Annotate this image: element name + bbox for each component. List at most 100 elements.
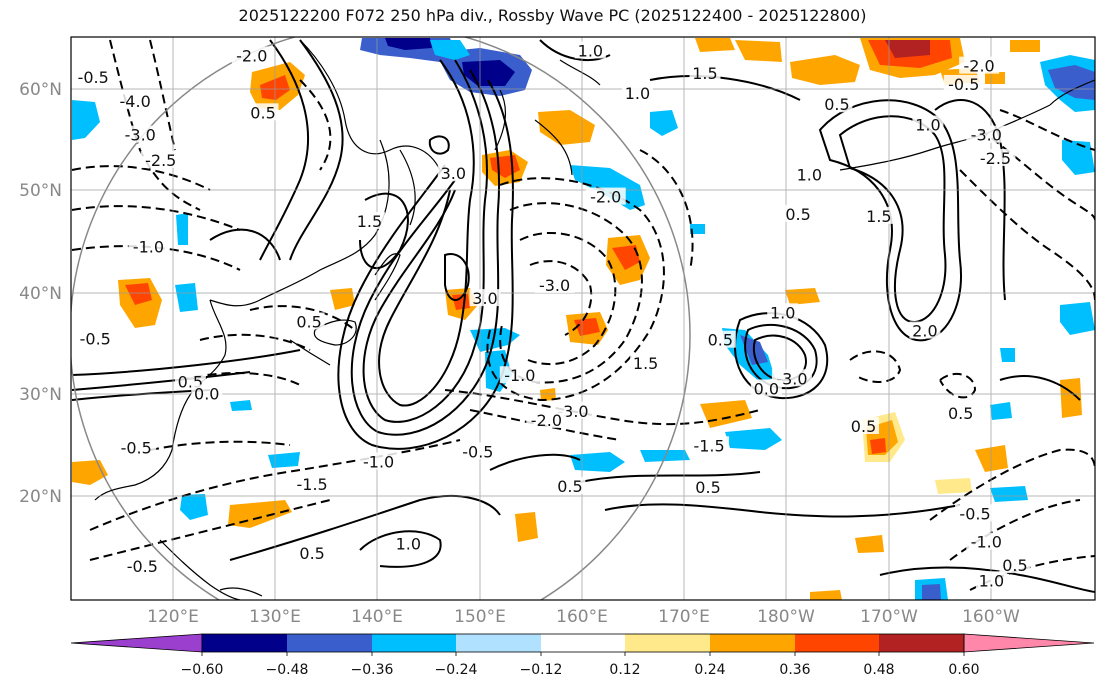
contour-label-bg (554, 476, 586, 494)
contour-label: -2.5 (980, 149, 1011, 168)
contour-label-bg (469, 289, 501, 307)
contour-label: 1.5 (633, 354, 658, 373)
colorbar-tick-label: 0.48 (863, 662, 894, 678)
lat-label: 60°N (19, 80, 62, 100)
contour-label: 1.5 (866, 207, 891, 226)
lon-label: 160°E (556, 607, 608, 627)
contour-label: -2.0 (236, 47, 267, 66)
contour-label: 3.0 (441, 164, 466, 183)
contour-label: 0.5 (296, 312, 321, 331)
contour-label-bg (621, 84, 653, 102)
contour-label-bg (945, 403, 977, 421)
contour-label: 1.0 (396, 535, 421, 554)
contour-label-bg (689, 436, 730, 454)
lon-label: 170°E (658, 607, 710, 627)
contour-label-bg (116, 438, 157, 456)
contour-label: 1.0 (979, 571, 1004, 590)
contour-label: 0.5 (708, 331, 733, 350)
contour-label-bg (499, 366, 540, 384)
contour-label: -1.5 (693, 436, 724, 455)
contour-label: -0.5 (948, 75, 979, 94)
contour-label-bg (191, 384, 223, 402)
contour-label-bg (782, 204, 814, 222)
colorbar-tick-label: −0.36 (351, 662, 394, 678)
colorbar-segment (456, 634, 541, 652)
contour-label: 0.5 (299, 544, 324, 563)
colorbar-frame (201, 633, 965, 653)
lon-label: 140°E (351, 607, 403, 627)
contour-label: 0.5 (948, 404, 973, 423)
contour-label-bg (863, 206, 895, 224)
contour-label-bg (75, 329, 116, 347)
contour-label: 0.5 (824, 95, 849, 114)
contour-label: -3.0 (776, 369, 807, 388)
colorbar-tick-label: −0.48 (266, 662, 309, 678)
colorbar-segment (372, 634, 456, 652)
contour-label-bg (630, 354, 662, 372)
colorbar-segment (541, 634, 625, 652)
lat-label: 40°N (19, 284, 62, 304)
contour-label: 1.0 (578, 41, 603, 60)
colorbar-tick-label: −0.24 (435, 662, 478, 678)
contour-label: -2.0 (964, 57, 995, 76)
contour-label: -0.5 (80, 330, 111, 349)
contour-labels: -2.0 1.01.5-0.5-4.0-3.0-2.50.51.00.51.0-0… (73, 41, 1031, 590)
contour-label-bg (120, 125, 161, 143)
colorbar-segment (795, 634, 879, 652)
contour-label-bg (943, 74, 984, 92)
map-title: 2025122200 F072 250 hPa div., Rossby Wav… (238, 6, 867, 25)
contour-label: -3.0 (125, 126, 156, 145)
lon-labels: 120°E 130°E 140°E 150°E 160°E 170°E 180°… (147, 607, 1020, 627)
lon-label: 150°E (454, 607, 506, 627)
colorbar: −0.60 −0.48 −0.36 −0.24 −0.12 0.12 0.24 … (70, 633, 1095, 678)
lon-label: 170°W (860, 607, 918, 627)
contour-label: -4.0 (120, 92, 151, 111)
contour-label-bg (975, 149, 1016, 167)
contour-label: 0.5 (1002, 556, 1027, 575)
contour-label-bg (975, 571, 1007, 589)
contour-label-bg (353, 211, 385, 229)
lat-labels: 60°N 50°N 40°N 30°N 20°N (19, 80, 62, 507)
contour-label-bg (955, 504, 996, 522)
contour-label: -1.0 (504, 366, 535, 385)
colorbar-tick-label: 0.12 (609, 662, 640, 678)
contour-label: -2.5 (145, 151, 176, 170)
colorbar-segment (625, 634, 710, 652)
contour-label: 2.0 (912, 322, 937, 341)
contour-label-bg (115, 92, 156, 110)
colorbar-segment (202, 634, 287, 652)
contour-label: 0.5 (250, 103, 275, 122)
colorbar-segment (879, 634, 964, 652)
contour-label: 1.5 (692, 64, 717, 83)
contour-label-bg (848, 416, 880, 434)
contour-label: -0.5 (959, 504, 990, 523)
contour-label-bg (750, 379, 782, 397)
contour-label-bg (140, 151, 181, 169)
reference-circle (71, 37, 691, 600)
contour-label: 0.5 (851, 417, 876, 436)
contour-label-bg (392, 534, 424, 552)
lon-label: 120°E (147, 607, 199, 627)
contour-label-bg (689, 63, 721, 81)
contour-label: -0.5 (462, 442, 493, 461)
contour-label: 1.5 (357, 212, 382, 231)
contour-label: -0.5 (121, 438, 152, 457)
contour-label-bg (296, 543, 328, 561)
contour-label-bg (73, 67, 114, 85)
contour-label: 3.0 (472, 289, 497, 308)
contour-label: -3.0 (539, 276, 570, 295)
contour-label-bg (966, 125, 1007, 143)
lon-label: 160°W (962, 607, 1020, 627)
lon-label: 180°W (757, 607, 815, 627)
colorbar-extend-high (963, 633, 1095, 653)
contour-label-bg (231, 46, 272, 64)
contour-label: -0.5 (127, 557, 158, 576)
lat-label: 20°N (19, 487, 62, 507)
plot-frame (70, 36, 1096, 601)
contour-label-bg (457, 442, 498, 460)
contour-label-bg (909, 321, 941, 339)
contour-label-bg (585, 187, 626, 205)
colorbar-tick-label: 0.24 (694, 662, 725, 678)
contour-label-bg (692, 477, 724, 495)
